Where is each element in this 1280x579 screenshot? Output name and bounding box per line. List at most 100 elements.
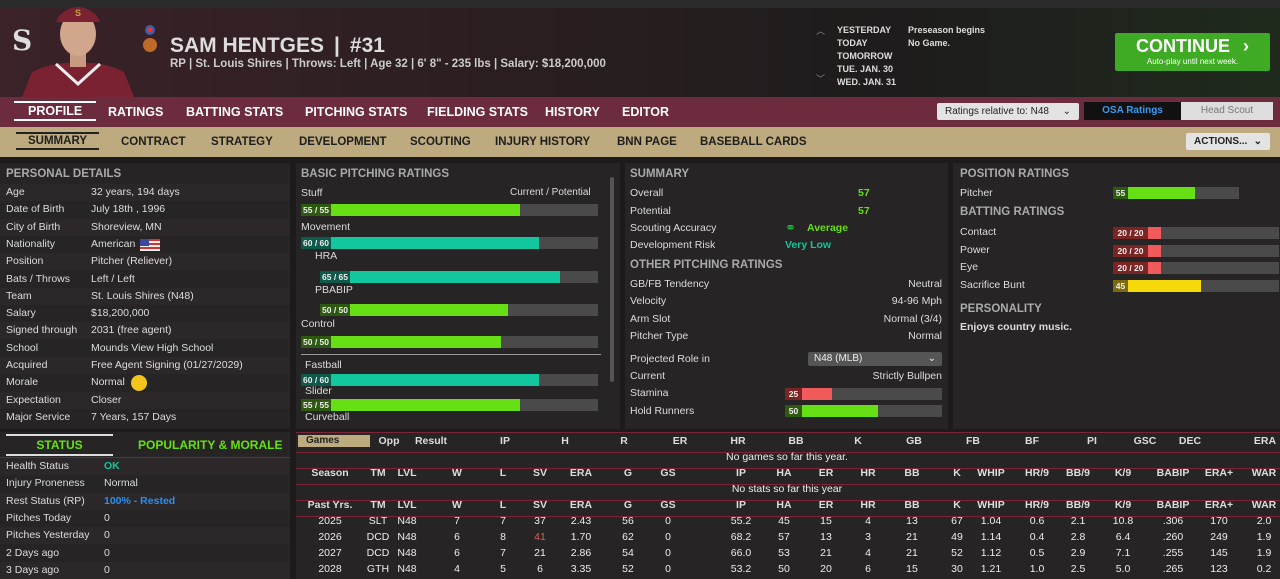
- stat-cell: 1.21: [980, 563, 1002, 575]
- projected-role-select[interactable]: N48 (MLB) ⌄: [808, 352, 942, 366]
- column-header[interactable]: IP: [500, 435, 510, 447]
- column-header[interactable]: BB/9: [1066, 499, 1090, 511]
- column-header[interactable]: IP: [736, 499, 746, 511]
- rating-label: Control: [301, 318, 335, 330]
- column-header[interactable]: HA: [776, 467, 792, 479]
- date-item[interactable]: TOMORROW: [837, 51, 893, 61]
- calendar-up-icon[interactable]: ︿: [816, 26, 826, 36]
- tab-profile[interactable]: PROFILE: [14, 101, 97, 121]
- date-item[interactable]: TUE. JAN. 30: [837, 64, 894, 74]
- column-header[interactable]: L: [499, 499, 507, 511]
- column-header[interactable]: ER: [818, 499, 834, 511]
- batting-ratings-list: Contact 20 / 20 Power 20 / 20 Eye 20 / 20 Sacr…: [953, 163, 1280, 429]
- column-header[interactable]: K: [953, 467, 961, 479]
- column-header[interactable]: WHIP: [977, 499, 1005, 511]
- tab-history[interactable]: HISTORY: [545, 105, 600, 119]
- tab-batting-stats[interactable]: BATTING STATS: [186, 105, 284, 119]
- batting-label: Contact: [960, 226, 997, 238]
- stat-cell: 7.1: [1115, 547, 1131, 559]
- column-header[interactable]: BB/9: [1066, 467, 1090, 479]
- column-header[interactable]: HR: [860, 499, 876, 511]
- subtab-injury-history[interactable]: INJURY HISTORY: [495, 136, 591, 148]
- column-header[interactable]: K/9: [1114, 499, 1132, 511]
- subtab-bnn-page[interactable]: BNN PAGE: [617, 136, 677, 148]
- column-header[interactable]: Opp: [378, 435, 400, 447]
- games-select[interactable]: Games: [298, 435, 370, 447]
- osa-ratings-toggle[interactable]: OSA Ratings: [1084, 102, 1181, 120]
- column-header[interactable]: BB: [904, 499, 920, 511]
- tab-ratings[interactable]: RATINGS: [108, 105, 164, 119]
- calendar-down-icon[interactable]: ﹀: [816, 74, 826, 84]
- column-header[interactable]: TM: [370, 467, 386, 479]
- subtab-scouting[interactable]: SCOUTING: [410, 136, 471, 148]
- column-header[interactable]: WHIP: [977, 467, 1005, 479]
- actions-dropdown[interactable]: ACTIONS... ⌄: [1186, 133, 1270, 150]
- column-header[interactable]: HR/9: [1025, 467, 1049, 479]
- column-header[interactable]: SV: [532, 499, 548, 511]
- column-header[interactable]: ERA: [1253, 435, 1277, 447]
- column-header[interactable]: BB: [904, 467, 920, 479]
- column-header[interactable]: ERA+: [1204, 467, 1234, 479]
- date-item[interactable]: WED. JAN. 31: [837, 77, 897, 87]
- column-header[interactable]: GS: [660, 467, 676, 479]
- stat-cell: 1.9: [1256, 531, 1272, 543]
- column-header[interactable]: K/9: [1114, 467, 1132, 479]
- ratings-relative-select[interactable]: Ratings relative to: N48 ⌄: [937, 103, 1079, 120]
- head-scout-toggle[interactable]: Head Scout: [1181, 102, 1273, 120]
- column-header[interactable]: G: [623, 467, 633, 479]
- column-header[interactable]: HR/9: [1025, 499, 1049, 511]
- column-header[interactable]: WAR: [1251, 467, 1277, 479]
- column-header[interactable]: PI: [1087, 435, 1097, 447]
- column-header[interactable]: H: [561, 435, 569, 447]
- column-header[interactable]: LVL: [397, 499, 417, 511]
- column-header[interactable]: Past Yrs.: [307, 499, 353, 511]
- column-header[interactable]: G: [623, 499, 633, 511]
- stat-cell: 41: [534, 531, 546, 543]
- subtab-baseball-cards[interactable]: BASEBALL CARDS: [700, 136, 807, 148]
- column-header[interactable]: ER: [672, 435, 688, 447]
- column-header[interactable]: ERA: [569, 499, 593, 511]
- column-header[interactable]: GB: [906, 435, 922, 447]
- date-item[interactable]: YESTERDAY: [837, 25, 892, 35]
- date-item[interactable]: TODAY: [837, 38, 868, 48]
- stat-cell: 4: [865, 515, 871, 527]
- column-header[interactable]: BB: [788, 435, 804, 447]
- column-header[interactable]: Result: [414, 435, 448, 447]
- column-header[interactable]: FB: [966, 435, 980, 447]
- column-header[interactable]: ERA: [569, 467, 593, 479]
- column-header[interactable]: ERA+: [1204, 499, 1234, 511]
- subtab-contract[interactable]: CONTRACT: [121, 136, 186, 148]
- tab-fielding-stats[interactable]: FIELDING STATS: [427, 105, 528, 119]
- column-header[interactable]: BF: [1025, 435, 1039, 447]
- column-header[interactable]: WAR: [1251, 499, 1277, 511]
- column-header[interactable]: BABIP: [1156, 499, 1190, 511]
- column-header[interactable]: SV: [532, 467, 548, 479]
- column-header[interactable]: BABIP: [1156, 467, 1190, 479]
- column-header[interactable]: GS: [660, 499, 676, 511]
- tab-editor[interactable]: EDITOR: [622, 105, 669, 119]
- tab-popularity-morale[interactable]: POPULARITY & MORALE: [138, 438, 283, 452]
- scrollbar[interactable]: [610, 177, 614, 382]
- subtab-strategy[interactable]: STRATEGY: [211, 136, 273, 148]
- subtab-summary[interactable]: SUMMARY: [16, 132, 99, 150]
- column-header[interactable]: W: [452, 467, 462, 479]
- column-header[interactable]: Season: [311, 467, 349, 479]
- column-header[interactable]: HR: [860, 467, 876, 479]
- tab-status[interactable]: STATUS: [6, 434, 113, 456]
- tab-pitching-stats[interactable]: PITCHING STATS: [305, 105, 408, 119]
- subtab-development[interactable]: DEVELOPMENT: [299, 136, 387, 148]
- column-header[interactable]: HR: [730, 435, 746, 447]
- column-header[interactable]: TM: [370, 499, 386, 511]
- column-header[interactable]: ER: [818, 467, 834, 479]
- column-header[interactable]: K: [953, 499, 961, 511]
- column-header[interactable]: GSC: [1133, 435, 1157, 447]
- column-header[interactable]: IP: [736, 467, 746, 479]
- column-header[interactable]: LVL: [397, 467, 417, 479]
- continue-button[interactable]: CONTINUE › Auto-play until next week.: [1115, 33, 1270, 71]
- column-header[interactable]: K: [854, 435, 862, 447]
- column-header[interactable]: R: [620, 435, 628, 447]
- column-header[interactable]: DEC: [1178, 435, 1202, 447]
- column-header[interactable]: W: [452, 499, 462, 511]
- column-header[interactable]: HA: [776, 499, 792, 511]
- column-header[interactable]: L: [499, 467, 507, 479]
